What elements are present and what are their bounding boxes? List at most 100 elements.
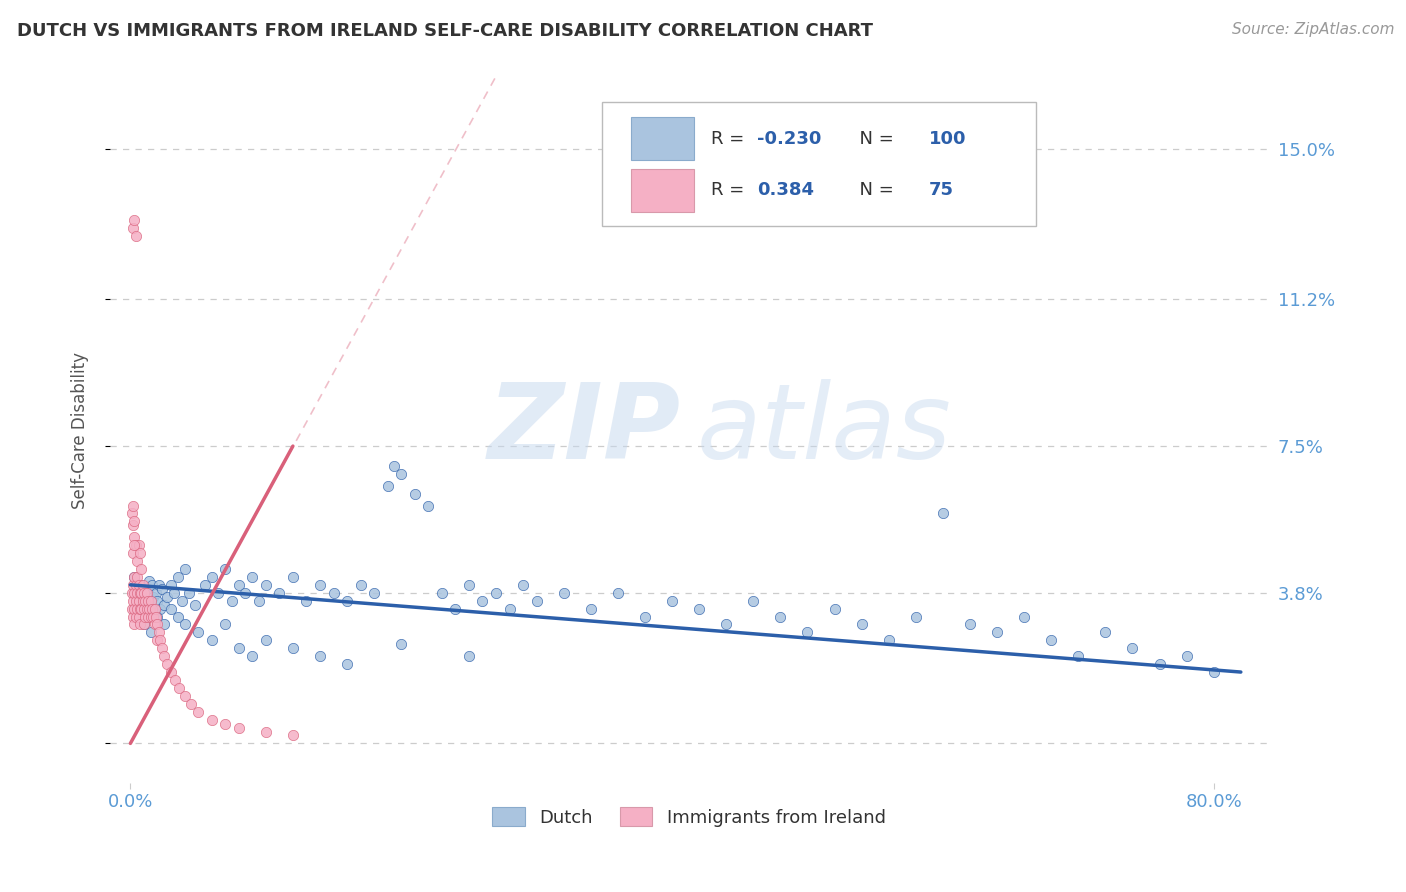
Point: [124, 538, 146, 552]
Point: [228, 721, 250, 735]
Point: [142, 590, 165, 604]
Text: 75: 75: [929, 181, 953, 199]
Point: [553, 586, 575, 600]
Point: [129, 562, 152, 576]
Point: [214, 716, 236, 731]
Point: [661, 593, 683, 607]
Point: [207, 586, 229, 600]
Point: [904, 609, 927, 624]
Point: [131, 578, 153, 592]
Y-axis label: Self-Care Disability: Self-Care Disability: [72, 351, 89, 508]
FancyBboxPatch shape: [631, 169, 693, 212]
Point: [134, 582, 156, 596]
Point: [1012, 609, 1035, 624]
Point: [742, 593, 765, 607]
Point: [127, 586, 149, 600]
Point: [309, 578, 332, 592]
Point: [148, 578, 170, 592]
Text: N =: N =: [848, 181, 898, 199]
Point: [281, 570, 304, 584]
Point: [634, 609, 657, 624]
Point: [139, 609, 162, 624]
Point: [149, 601, 172, 615]
Point: [932, 507, 955, 521]
Point: [389, 637, 412, 651]
Point: [526, 593, 548, 607]
Point: [187, 625, 209, 640]
Point: [309, 649, 332, 664]
Point: [153, 598, 176, 612]
Point: [1175, 649, 1198, 664]
Point: [579, 601, 602, 615]
Point: [156, 590, 179, 604]
Point: [128, 609, 150, 624]
Point: [363, 586, 385, 600]
Point: [163, 586, 186, 600]
Point: [254, 724, 277, 739]
Point: [136, 593, 159, 607]
Point: [136, 586, 159, 600]
Point: [228, 641, 250, 656]
Point: [1149, 657, 1171, 672]
FancyBboxPatch shape: [602, 103, 1036, 226]
Point: [134, 593, 156, 607]
Point: [135, 586, 157, 600]
Point: [228, 578, 250, 592]
Point: [716, 617, 738, 632]
Point: [160, 578, 183, 592]
Point: [124, 586, 146, 600]
Point: [877, 633, 900, 648]
Point: [135, 601, 157, 615]
Text: atlas: atlas: [697, 379, 952, 482]
Point: [128, 586, 150, 600]
Point: [201, 633, 224, 648]
Point: [173, 617, 195, 632]
Point: [143, 617, 166, 632]
Point: [170, 593, 193, 607]
Point: [128, 586, 150, 600]
Text: N =: N =: [848, 130, 898, 148]
Point: [124, 213, 146, 227]
Point: [153, 617, 176, 632]
Point: [148, 625, 170, 640]
Point: [221, 593, 243, 607]
Point: [458, 578, 481, 592]
Text: R =: R =: [711, 181, 749, 199]
Point: [125, 593, 148, 607]
Point: [127, 601, 149, 615]
Point: [127, 570, 149, 584]
Point: [139, 625, 162, 640]
Point: [173, 562, 195, 576]
Point: [136, 609, 159, 624]
Point: [201, 570, 224, 584]
Point: [194, 578, 217, 592]
Point: [769, 609, 792, 624]
Point: [141, 578, 163, 592]
Point: [145, 586, 167, 600]
Point: [124, 570, 146, 584]
Point: [132, 586, 155, 600]
Point: [125, 538, 148, 552]
Point: [349, 578, 371, 592]
Point: [128, 593, 150, 607]
Point: [124, 530, 146, 544]
Text: 0.384: 0.384: [758, 181, 814, 199]
Point: [336, 593, 359, 607]
Point: [824, 601, 846, 615]
Point: [377, 479, 399, 493]
Point: [121, 586, 143, 600]
Point: [143, 606, 166, 620]
Point: [135, 601, 157, 615]
Point: [1121, 641, 1143, 656]
Point: [986, 625, 1008, 640]
Point: [134, 609, 156, 624]
Point: [512, 578, 534, 592]
Point: [146, 609, 169, 624]
Text: DUTCH VS IMMIGRANTS FROM IRELAND SELF-CARE DISABILITY CORRELATION CHART: DUTCH VS IMMIGRANTS FROM IRELAND SELF-CA…: [17, 22, 873, 40]
Point: [132, 593, 155, 607]
Point: [404, 486, 426, 500]
Point: [187, 705, 209, 719]
Point: [214, 562, 236, 576]
Point: [122, 518, 145, 533]
Point: [240, 570, 263, 584]
